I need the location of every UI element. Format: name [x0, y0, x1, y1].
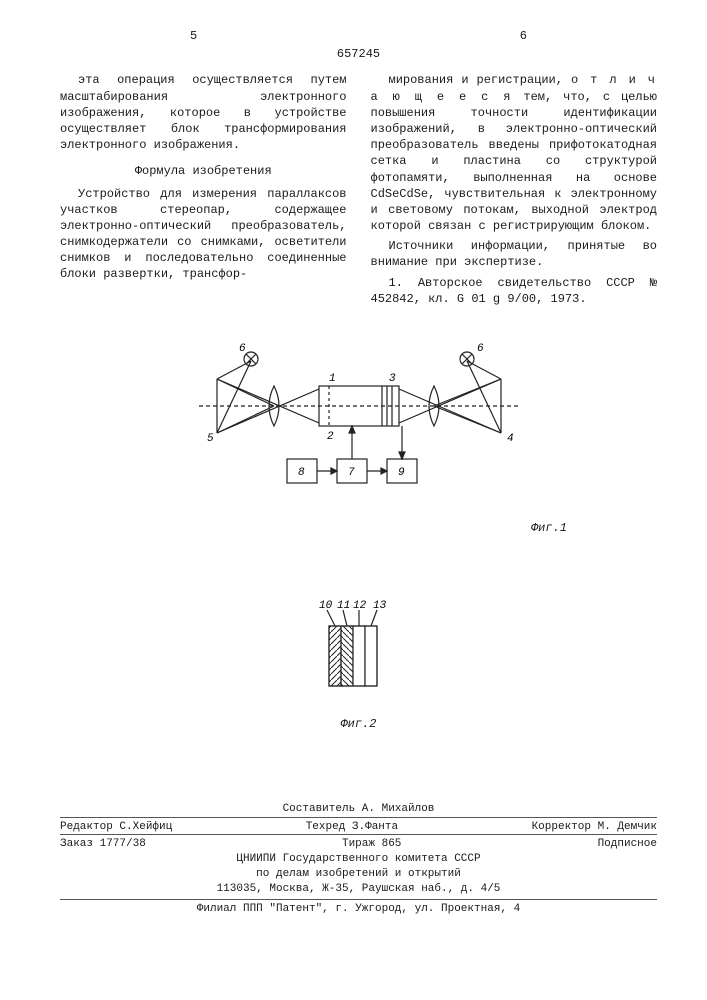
footer: Составитель А. Михайлов Редактор С.Хейфи… — [60, 802, 657, 917]
fig1-label-3: 3 — [389, 373, 396, 385]
fig1-label-1: 1 — [329, 373, 336, 385]
fig1-label-6l: 6 — [239, 343, 246, 355]
footer-tirage: Тираж 865 — [342, 837, 401, 852]
fig2-label-11: 11 — [337, 600, 350, 612]
right-para-2: Источники информации, принятые во вниман… — [371, 238, 658, 270]
footer-row-editors: Редактор С.Хейфиц Техред З.Фанта Коррект… — [60, 817, 657, 835]
text-columns: эта операция осуществляется путем масшта… — [60, 72, 657, 311]
footer-compiler: Составитель А. Михайлов — [60, 802, 657, 817]
figure-1-svg: 6 6 1 2 3 5 4 8 7 9 — [179, 341, 539, 511]
footer-tech: Техред З.Фанта — [306, 820, 398, 835]
footer-org2: по делам изобретений и открытий — [60, 867, 657, 882]
figure-2-svg: 10 11 12 13 — [289, 596, 429, 706]
figures-area: 6 6 1 2 3 5 4 8 7 9 Фиг.1 — [60, 341, 657, 732]
footer-row-order: Заказ 1777/38 Тираж 865 Подписное — [60, 834, 657, 852]
footer-editor: Редактор С.Хейфиц — [60, 820, 172, 835]
page-number-right: 6 — [520, 28, 527, 44]
fig1-label-4: 4 — [507, 433, 514, 445]
page-number-left: 5 — [190, 28, 197, 44]
left-column: эта операция осуществляется путем масшта… — [60, 72, 347, 311]
page: 5 6 657245 эта операция осуществляется п… — [0, 0, 707, 945]
fig1-label-5: 5 — [207, 433, 214, 445]
figure-1: 6 6 1 2 3 5 4 8 7 9 Фиг.1 — [60, 341, 657, 536]
document-number: 657245 — [60, 46, 657, 62]
figure-1-caption: Фиг.1 — [60, 520, 657, 536]
figure-2-caption: Фиг.2 — [60, 716, 657, 732]
fig1-label-9: 9 — [398, 467, 405, 479]
page-number-row: 5 6 — [60, 28, 657, 44]
right-para-1a: мирования и регистрации, — [389, 73, 571, 87]
figure-2: 10 11 12 13 Фиг.2 — [60, 596, 657, 731]
footer-corrector: Корректор М. Демчик — [532, 820, 657, 835]
fig2-label-12: 12 — [353, 600, 367, 612]
footer-org3: 113035, Москва, Ж-35, Раушская наб., д. … — [60, 882, 657, 897]
footer-org1: ЦНИИПИ Государственного комитета СССР — [60, 852, 657, 867]
fig2-label-13: 13 — [373, 600, 387, 612]
fig1-label-2: 2 — [327, 431, 334, 443]
footer-subscribe: Подписное — [598, 837, 657, 852]
fig1-label-8: 8 — [298, 467, 305, 479]
fig2-label-10: 10 — [319, 600, 333, 612]
left-para-2: Устройство для измерения параллаксов уча… — [60, 186, 347, 283]
right-para-1: мирования и регистрации, о т л и ч а ю щ… — [371, 72, 658, 234]
fig1-label-7: 7 — [348, 467, 355, 479]
right-para-1b: тем, что, с целью повышения точности иде… — [371, 90, 658, 234]
footer-filial: Филиал ППП "Патент", г. Ужгород, ул. Про… — [60, 902, 657, 917]
right-para-3: 1. Авторское свидетельство СССР № 452842… — [371, 275, 658, 307]
fig1-label-6r: 6 — [477, 343, 484, 355]
footer-order: Заказ 1777/38 — [60, 837, 146, 852]
left-para-1: эта операция осуществляется путем масшта… — [60, 72, 347, 153]
claims-title: Формула изобретения — [60, 163, 347, 179]
footer-divider — [60, 899, 657, 900]
right-column: мирования и регистрации, о т л и ч а ю щ… — [371, 72, 658, 311]
